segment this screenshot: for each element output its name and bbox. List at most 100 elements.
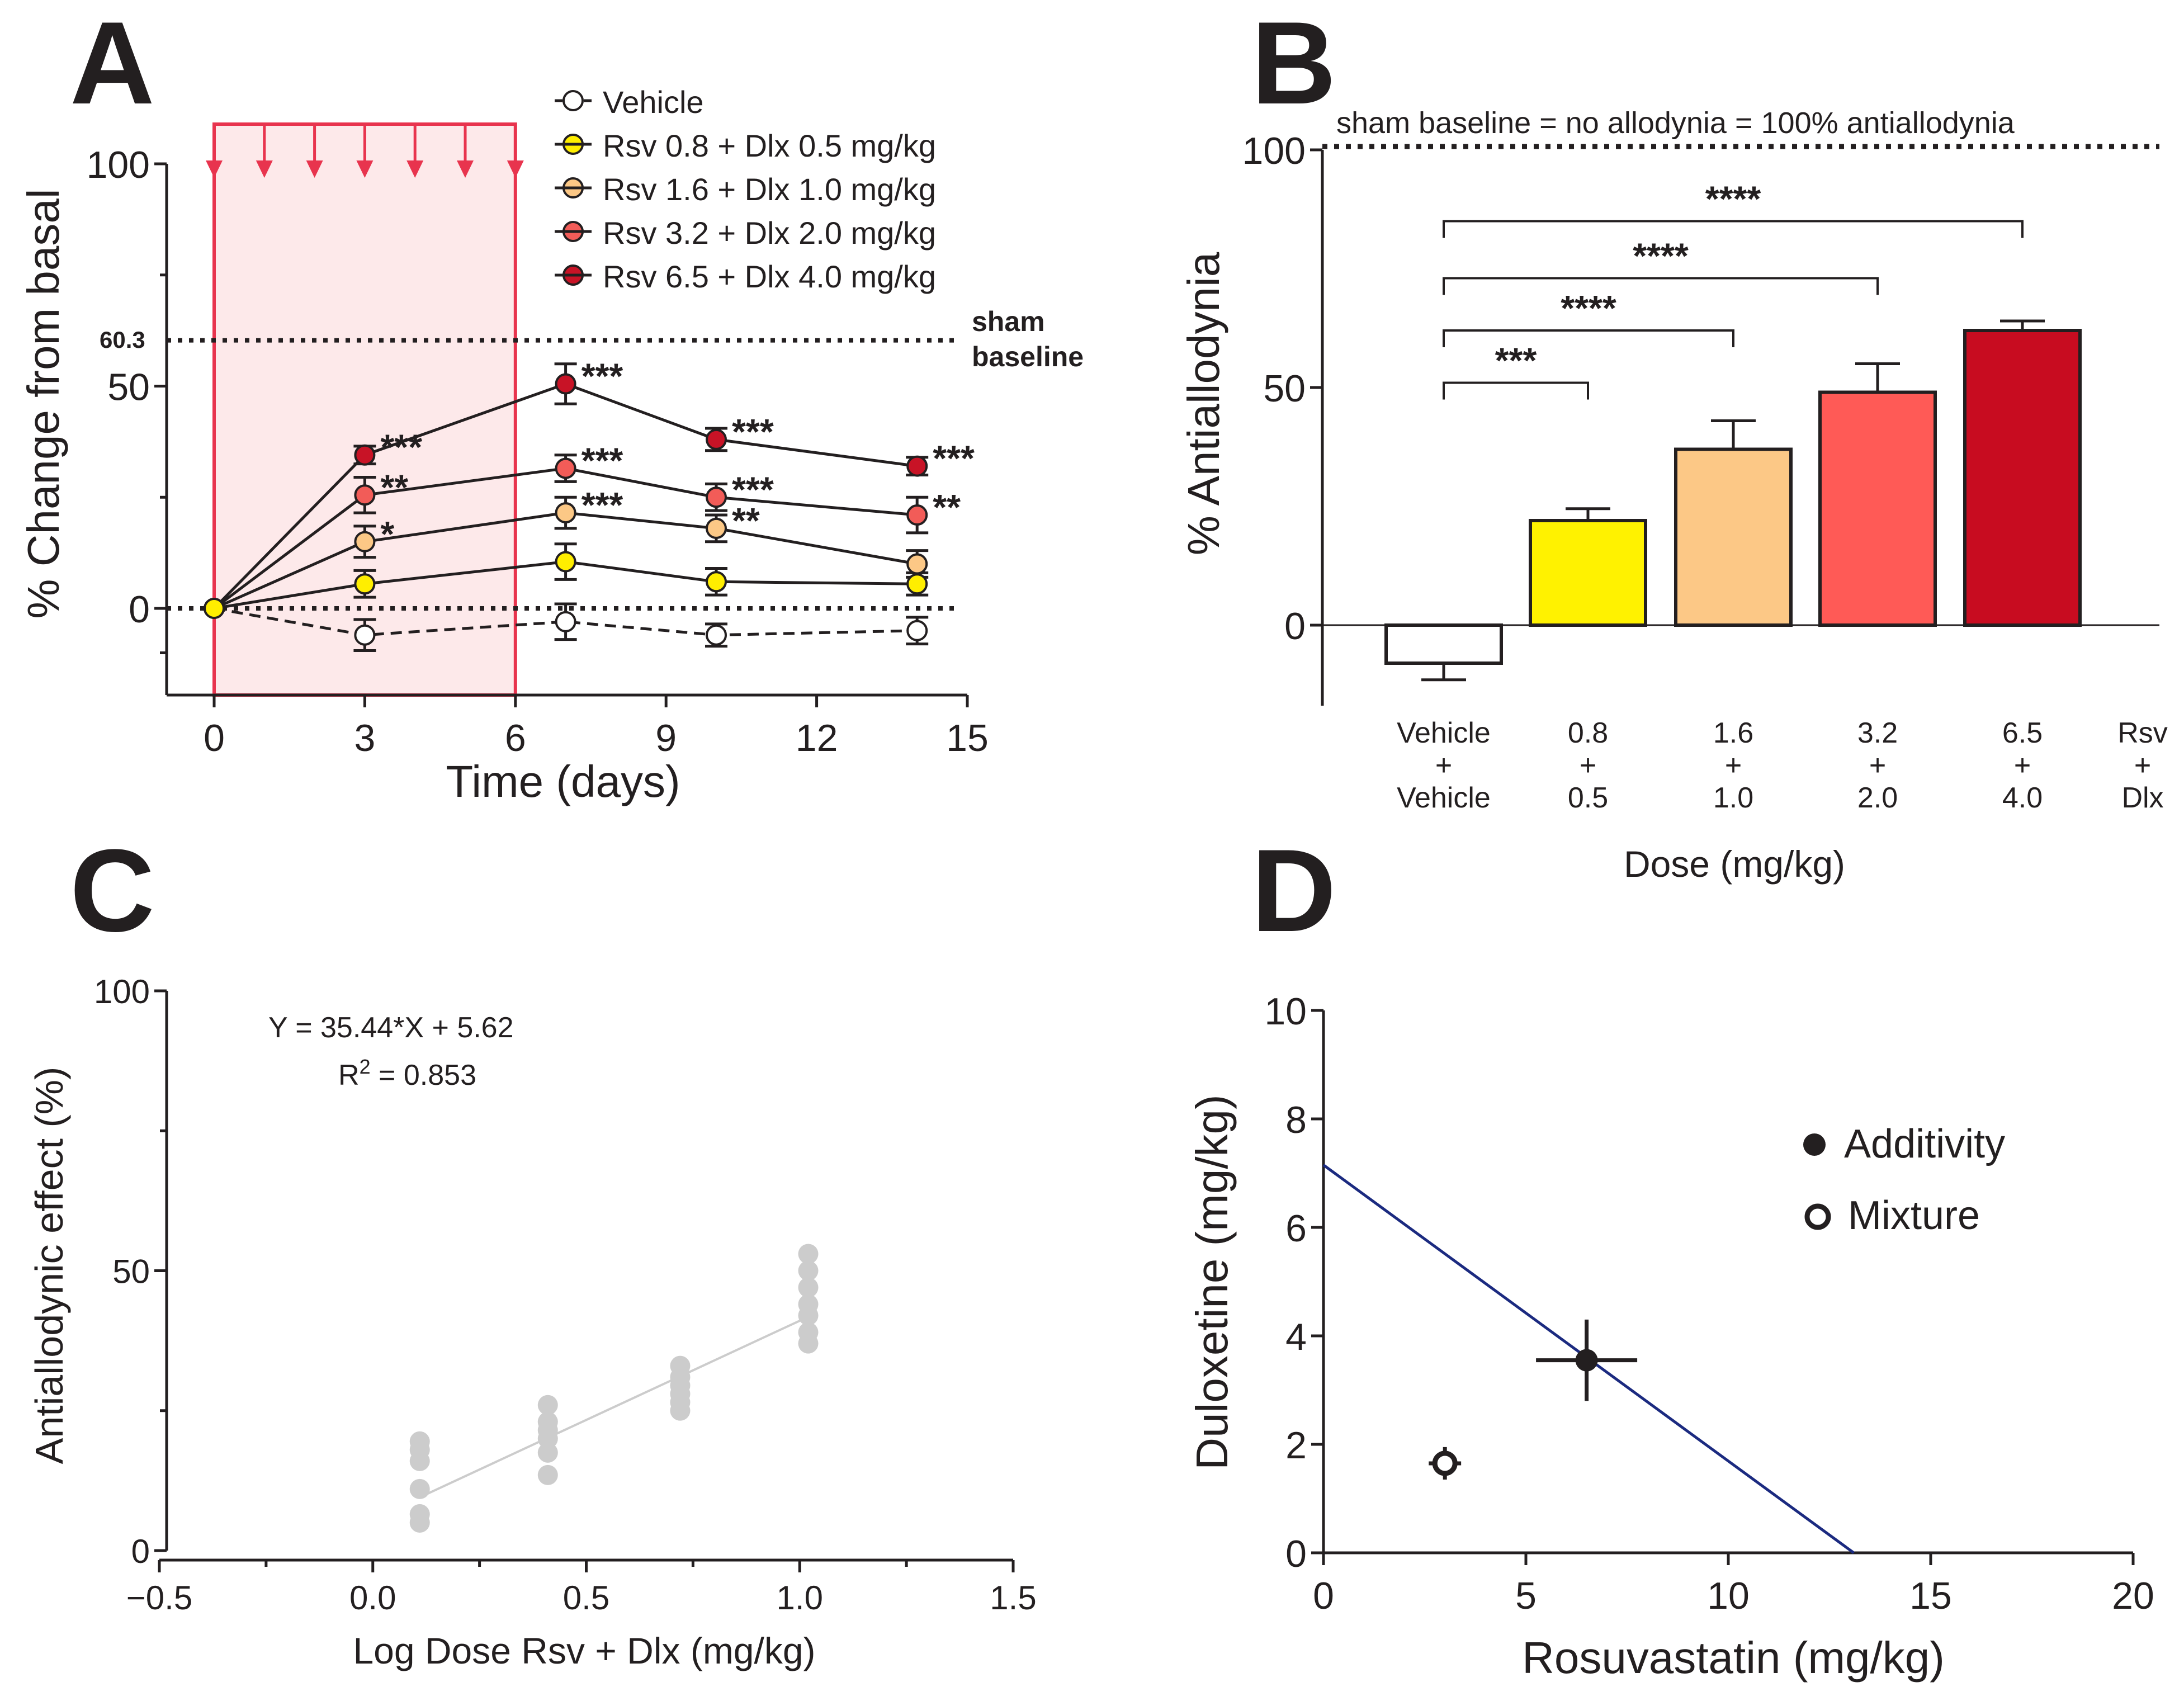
panel-d-ytick-label: 10 bbox=[1264, 990, 1307, 1033]
panel-a-point bbox=[354, 531, 376, 552]
panel-c-point bbox=[798, 1244, 819, 1264]
panel-b-category-label: 0.5 bbox=[1568, 782, 1608, 814]
panel-d-legend-mixture: Mixture bbox=[1848, 1193, 1980, 1238]
panel-b-axis-key: + bbox=[2134, 749, 2151, 782]
panel-b-category-label: 4.0 bbox=[2002, 782, 2043, 814]
panel-a-point bbox=[555, 502, 576, 524]
panel-b-significance-0: *** bbox=[1495, 341, 1537, 381]
panel-a-point bbox=[354, 484, 376, 506]
panel-a-point bbox=[706, 624, 727, 646]
panel-d-label: D bbox=[1251, 825, 1336, 956]
panel-a-point bbox=[906, 620, 928, 641]
panel-a-xtick-label: 0 bbox=[204, 717, 225, 759]
panel-d-plot: 0 2 4 6 8 10 0 5 10 15 20 bbox=[1264, 990, 2154, 1617]
panel-d: D Duloxetine (mg/kg) Rosuvastatin (mg/kg… bbox=[1187, 825, 2154, 1683]
panel-a-point bbox=[354, 624, 376, 646]
panel-b-category-label: Vehicle bbox=[1397, 717, 1491, 749]
panel-a-point bbox=[906, 455, 928, 477]
panel-b-significance-2: **** bbox=[1633, 236, 1689, 276]
panel-d-ytick-label: 8 bbox=[1285, 1099, 1307, 1141]
panel-c-point bbox=[670, 1355, 691, 1376]
panel-c-ytick-label: 50 bbox=[112, 1253, 150, 1291]
panel-c-xtick-label: 0.5 bbox=[563, 1579, 609, 1617]
panel-b-axis-key: Rsv bbox=[2117, 717, 2168, 749]
panel-d-xtick-label: 20 bbox=[2112, 1575, 2154, 1617]
panel-b-ylabel: % Antiallodynia bbox=[1179, 252, 1228, 555]
panel-b-bar-1 bbox=[1529, 519, 1647, 627]
panel-a-significance: *** bbox=[582, 356, 623, 396]
panel-d-additivity-point bbox=[1575, 1349, 1598, 1372]
panel-d-mixture-point bbox=[1432, 1450, 1458, 1476]
panel-a-point bbox=[354, 573, 376, 595]
panel-c-point bbox=[409, 1504, 430, 1524]
panel-a-legend-label-1: Rsv 0.8 + Dlx 0.5 mg/kg bbox=[603, 128, 936, 163]
panel-d-xtick-label: 15 bbox=[1909, 1575, 1952, 1617]
panel-a-point bbox=[555, 611, 576, 632]
panel-b-ytick-label: 0 bbox=[1284, 605, 1306, 648]
panel-c-ytick-label: 100 bbox=[94, 973, 150, 1010]
panel-b-bracket-3 bbox=[1443, 220, 2024, 238]
panel-a-ytick-label: 100 bbox=[87, 144, 150, 186]
panel-a-legend: Vehicle Rsv 0.8 + Dlx 0.5 mg/kg Rsv 1.6 + … bbox=[555, 84, 936, 294]
panel-a-point bbox=[354, 444, 376, 466]
panel-b-ytick-label: 50 bbox=[1263, 367, 1306, 410]
panel-b-bracket-1 bbox=[1443, 329, 1734, 347]
panel-b-significance-3: **** bbox=[1705, 179, 1761, 219]
panel-a-sham-value: 60.3 bbox=[100, 327, 145, 353]
panel-a-significance: ** bbox=[380, 467, 408, 507]
panel-d-xtick-label: 0 bbox=[1313, 1575, 1334, 1617]
panel-a-sham-label-2: baseline bbox=[972, 341, 1084, 372]
panel-a-significance: *** bbox=[380, 427, 422, 467]
panel-c-r2-prefix: R bbox=[338, 1059, 360, 1092]
panel-a-point bbox=[706, 517, 727, 539]
panel-a-xtick-label: 12 bbox=[796, 717, 838, 759]
panel-b-category-label: + bbox=[2014, 749, 2031, 782]
panel-b: B sham baseline = no allodynia = 100% an… bbox=[1179, 0, 2168, 885]
panel-b-bar-3 bbox=[1818, 390, 1937, 627]
panel-a-legend-label-4: Rsv 6.5 + Dlx 4.0 mg/kg bbox=[603, 259, 936, 294]
panel-a-point bbox=[555, 551, 576, 573]
panel-a-label: A bbox=[70, 0, 155, 129]
panel-b-category-label: 2.0 bbox=[1857, 782, 1898, 814]
panel-c-label: C bbox=[70, 825, 155, 956]
panel-c-ylabel: Antiallodynic effect (%) bbox=[27, 1067, 71, 1464]
panel-b-bar-2 bbox=[1674, 447, 1793, 627]
panel-a-point bbox=[906, 504, 928, 526]
panel-b-significance-1: **** bbox=[1561, 288, 1616, 328]
panel-a-point bbox=[906, 573, 928, 595]
panel-b-category-label: 3.2 bbox=[1857, 717, 1898, 749]
panel-b-xlabel: Dose (mg/kg) bbox=[1624, 843, 1845, 885]
panel-a-xtick-label: 3 bbox=[354, 717, 375, 759]
panel-c-r2-value: = 0.853 bbox=[371, 1059, 476, 1092]
panel-a-significance: *** bbox=[582, 485, 623, 525]
panel-a-legend-label-2: Rsv 1.6 + Dlx 1.0 mg/kg bbox=[603, 172, 936, 207]
panel-b-top-note: sham baseline = no allodynia = 100% anti… bbox=[1336, 106, 2015, 140]
panel-a-treatment-arrowhead-3 bbox=[356, 160, 374, 178]
panel-a-legend-marker-0 bbox=[562, 90, 584, 111]
panel-b-category-label: + bbox=[1580, 749, 1596, 782]
panel-c-xtick-label: 1.0 bbox=[777, 1579, 823, 1617]
panel-a-point bbox=[555, 457, 576, 479]
panel-c-r-squared: R2 = 0.853 bbox=[338, 1055, 476, 1092]
panel-c-point bbox=[798, 1322, 819, 1343]
panel-a-xtick-label: 6 bbox=[505, 717, 526, 759]
panel-a-xlabel: Time (days) bbox=[446, 757, 680, 806]
panel-d-xtick-label: 10 bbox=[1707, 1575, 1750, 1617]
panel-a-point bbox=[204, 598, 225, 619]
panel-c-point bbox=[798, 1260, 819, 1281]
panel-b-category-label: + bbox=[1435, 749, 1452, 782]
panel-a-significance: *** bbox=[732, 469, 774, 509]
panel-a-significance: *** bbox=[933, 438, 975, 479]
panel-b-category-label: + bbox=[1869, 749, 1886, 782]
panel-c-point bbox=[537, 1411, 558, 1432]
panel-d-ylabel: Duloxetine (mg/kg) bbox=[1187, 1094, 1237, 1470]
panel-a-legend-label-0: Vehicle bbox=[603, 84, 704, 120]
panel-a-treatment-arrowhead-2 bbox=[306, 160, 323, 178]
panel-d-ytick-label: 2 bbox=[1285, 1424, 1307, 1467]
panel-a-sham-label-1: sham bbox=[972, 306, 1045, 337]
panel-d-legend-additivity-marker bbox=[1803, 1133, 1826, 1156]
panel-c-point bbox=[798, 1294, 819, 1315]
panel-a-treatment-arrowhead-5 bbox=[457, 160, 474, 178]
panel-a-xtick-label: 9 bbox=[655, 717, 677, 759]
